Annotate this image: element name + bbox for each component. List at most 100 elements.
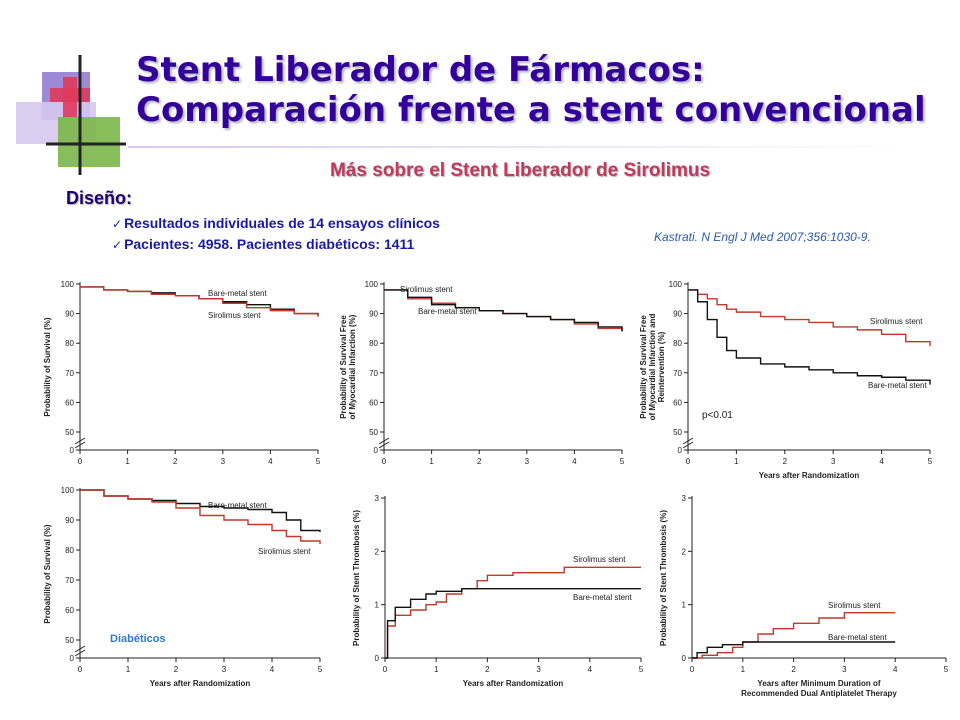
y-tick-label: 3: [375, 494, 380, 503]
y-tick-label: 80: [673, 339, 682, 348]
x-tick-label: 4: [268, 457, 273, 466]
x-tick-label: 4: [270, 665, 275, 674]
design-bullet-text: Resultados individuales de 14 ensayos cl…: [124, 215, 440, 231]
subtitle: Más sobre el Stent Liberador de Sirolimu…: [329, 160, 711, 181]
x-tick-label: 1: [429, 457, 434, 466]
y-tick-label: 90: [65, 310, 74, 319]
design-bullet: ✓ Pacientes: 4958. Pacientes diabéticos: …: [112, 234, 440, 255]
x-tick-label: 0: [686, 457, 691, 466]
y-tick-label: 80: [369, 339, 378, 348]
y-tick-label: 70: [369, 369, 378, 378]
cross-logo: [16, 55, 126, 175]
series-label: Bare-metal stent: [828, 633, 887, 642]
series-label: Sirolimus stent: [258, 547, 311, 556]
y-axis-label: of Myocardial Infarction (%): [348, 314, 357, 419]
x-tick-label: 2: [174, 665, 179, 674]
y-tick-label: 0: [70, 446, 75, 455]
x-tick-label: 4: [893, 665, 898, 674]
y-tick-label: 90: [673, 310, 682, 319]
chart-stent-thrombosis-after-dapt: 0 1 2 3 4 5 0 1 2 3 Probability of Stent Thrombosi…: [659, 494, 949, 698]
y-tick-label: 0: [70, 654, 75, 663]
x-tick-label: 2: [783, 457, 788, 466]
y-tick-label: 100: [61, 280, 75, 289]
y-tick-label: 3: [682, 494, 687, 503]
x-tick-label: 0: [690, 665, 695, 674]
series-label: Sirolimus stent: [870, 317, 923, 326]
citation: Kastrati. N Engl J Med 2007;356:1030-9.: [654, 230, 871, 244]
title-line-2: Comparación frente a stent convencional: [136, 90, 926, 130]
design-bullet-text: Pacientes: 4958. Pacientes diabéticos: 1…: [124, 236, 415, 252]
series-label: Sirolimus stent: [828, 601, 881, 610]
series-line-sirolimus: [80, 286, 319, 317]
x-tick-label: 2: [173, 457, 178, 466]
series-label: Bare-metal stent: [208, 501, 267, 510]
y-tick-label: 80: [65, 339, 74, 348]
series-line-bare-metal: [688, 289, 931, 385]
design-bullets: ✓ Resultados individuales de 14 ensayos c…: [112, 213, 440, 255]
x-tick-label: 0: [383, 665, 388, 674]
x-axis-label: Years after Minimum Duration of: [757, 679, 880, 688]
x-tick-label: 4: [588, 665, 593, 674]
y-tick-label: 50: [65, 636, 74, 645]
y-tick-label: 1: [375, 601, 380, 610]
title-line-1: Stent Liberador de Fármacos:: [136, 50, 705, 90]
y-tick-label: 50: [673, 428, 682, 437]
y-axis-label: Probability of Survival Free: [339, 315, 348, 419]
x-tick-label: 2: [485, 665, 490, 674]
x-tick-label: 3: [222, 665, 227, 674]
axis-break-mark: [378, 437, 390, 449]
design-heading: Diseño:: [66, 188, 133, 208]
series-line-sirolimus: [385, 566, 641, 659]
x-tick-label: 5: [316, 457, 321, 466]
y-tick-label: 0: [678, 446, 683, 455]
chart-annotation: Diabéticos: [110, 633, 166, 645]
y-axis-label: Probability of Stent Thrombosis (%): [352, 510, 361, 646]
title-divider: [128, 146, 918, 148]
y-tick-label: 90: [65, 516, 74, 525]
y-tick-label: 90: [369, 310, 378, 319]
chart-stent-thrombosis: 0 1 2 3 4 5 0 1 2 3 Probability of Stent Thrombosi…: [352, 494, 644, 688]
series-label: Bare-metal stent: [208, 289, 267, 298]
y-tick-label: 50: [369, 428, 378, 437]
check-icon: ✓: [112, 238, 123, 252]
series-label: Sirolimus stent: [400, 285, 453, 294]
x-axis-label: Recommended Dual Antiplatelet Therapy: [741, 689, 897, 698]
series-label: Sirolimus stent: [208, 311, 261, 320]
design-bullet: ✓ Resultados individuales de 14 ensayos c…: [112, 213, 440, 234]
x-tick-label: 0: [78, 665, 83, 674]
y-axis-label: of Myocardial Infarction and: [648, 314, 657, 421]
y-axis-label: Probability of Stent Thrombosis (%): [659, 510, 668, 646]
x-tick-label: 5: [639, 665, 644, 674]
series-label: Bare-metal stent: [868, 381, 927, 390]
x-tick-label: 5: [944, 665, 949, 674]
series-label: Bare-metal stent: [418, 307, 477, 316]
x-axis-label: Years after Randomization: [150, 679, 251, 688]
y-axis-label: Probability of Survival Free: [639, 315, 648, 419]
y-tick-label: 80: [65, 546, 74, 555]
y-axis-label: Probability of Survival (%): [43, 317, 52, 416]
x-tick-label: 2: [477, 457, 482, 466]
series-label: Bare-metal stent: [573, 593, 632, 602]
x-tick-label: 2: [791, 665, 796, 674]
x-tick-label: 4: [879, 457, 884, 466]
y-tick-label: 100: [365, 280, 379, 289]
x-tick-label: 5: [620, 457, 625, 466]
slide-title: Stent Liberador de Fármacos: Comparación…: [136, 50, 946, 130]
y-tick-label: 70: [673, 369, 682, 378]
x-tick-label: 1: [434, 665, 439, 674]
series-label: Sirolimus stent: [573, 555, 626, 564]
series-line-sirolimus: [80, 489, 321, 544]
x-tick-label: 5: [318, 665, 323, 674]
axis-break-mark: [74, 645, 86, 657]
y-axis-label: Reintervention (%): [657, 331, 666, 402]
series-line-bare-metal: [80, 286, 319, 317]
axis-break-mark: [682, 437, 694, 449]
series-line-bare-metal: [692, 641, 896, 659]
chart-annotation: p<0.01: [702, 410, 733, 421]
x-tick-label: 3: [536, 665, 541, 674]
x-tick-label: 1: [734, 457, 739, 466]
x-tick-label: 4: [572, 457, 577, 466]
x-axis-label: Years after Randomization: [463, 679, 564, 688]
